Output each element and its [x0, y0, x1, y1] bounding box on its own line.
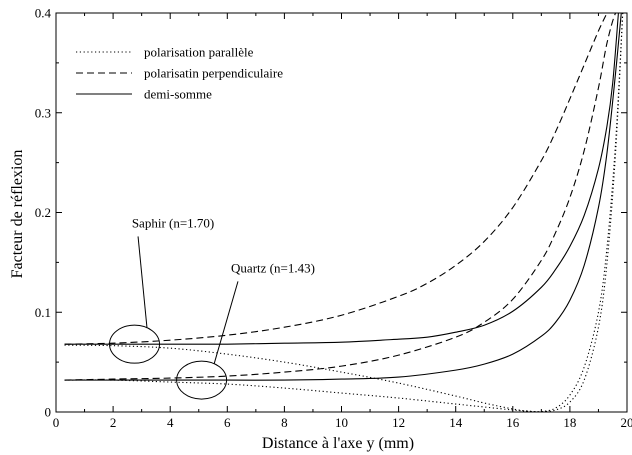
plot-border — [55, 12, 628, 413]
series-line-saphir-dashed — [64, 13, 608, 345]
series-line-quartz-solid — [64, 13, 622, 381]
y-tick-label: 0.1 — [35, 305, 51, 320]
annotation-leader — [137, 236, 148, 329]
annotation-layer: Saphir (n=1.70) Quartz (n=1.43) — [109, 215, 315, 400]
y-tick-label: 0.3 — [35, 105, 51, 120]
annotation-leader — [213, 281, 239, 365]
series-line-quartz-dashed — [64, 13, 622, 381]
annotation-ellipse — [176, 360, 228, 400]
legend: polarisation parallèle polarisatin perpen… — [76, 45, 283, 102]
x-tick-label: 8 — [281, 415, 288, 430]
x-tick-label: 0 — [53, 415, 60, 430]
ticks: 0 2 4 6 8 10 12 14 16 18 20 0 0.1 0.2 0.3 0.4 — [35, 6, 632, 431]
y-axis-title: Facteur de réflexion — [9, 150, 26, 279]
x-tick-label: 10 — [335, 415, 348, 430]
series-line-quartz-dotted — [64, 13, 624, 412]
x-tick-label: 18 — [563, 415, 576, 430]
x-tick-label: 12 — [392, 415, 405, 430]
x-tick-label: 4 — [167, 415, 174, 430]
series-line-saphir-dotted — [64, 13, 624, 412]
annotation-label: Quartz (n=1.43) — [231, 260, 315, 275]
legend-label: polarisation parallèle — [144, 45, 254, 60]
x-tick-label: 16 — [506, 415, 520, 430]
x-tick-label: 2 — [110, 415, 117, 430]
x-axis-title: Distance à l'axe y (mm) — [262, 435, 414, 452]
y-tick-label: 0 — [45, 405, 52, 420]
x-tick-label: 14 — [449, 415, 463, 430]
annotation-label: Saphir (n=1.70) — [132, 215, 214, 230]
series-layer — [64, 13, 624, 412]
x-tick-label: 20 — [621, 415, 632, 430]
y-tick-label: 0.2 — [35, 205, 51, 220]
legend-label: polarisatin perpendiculaire — [144, 66, 283, 81]
y-tick-label: 0.4 — [35, 6, 52, 21]
plot-frame — [55, 12, 628, 413]
series-line-saphir-solid — [64, 13, 619, 345]
annotation-ellipse — [109, 324, 161, 364]
legend-label: demi-somme — [144, 87, 212, 102]
x-tick-label: 6 — [224, 415, 231, 430]
